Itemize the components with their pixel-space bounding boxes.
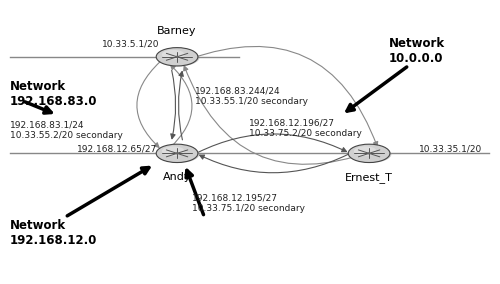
Circle shape [175,152,179,154]
Circle shape [367,152,371,154]
Ellipse shape [348,144,390,162]
Circle shape [175,56,179,58]
Text: 10.33.5.1/20: 10.33.5.1/20 [102,39,160,49]
Text: 192.168.12.195/27
10.33.75.1/20 secondary: 192.168.12.195/27 10.33.75.1/20 secondar… [192,193,305,213]
Ellipse shape [156,144,198,162]
Ellipse shape [350,146,392,163]
Text: Barney: Barney [158,26,197,36]
Text: Network
192.168.83.0: Network 192.168.83.0 [10,80,98,108]
Ellipse shape [354,146,376,156]
Ellipse shape [158,49,200,66]
Text: 10.33.35.1/20: 10.33.35.1/20 [419,145,482,154]
Text: Network
10.0.0.0: Network 10.0.0.0 [389,37,445,65]
Ellipse shape [162,50,184,60]
Text: 192.168.12.65/27: 192.168.12.65/27 [78,145,158,154]
Text: 192.168.83.1/24
10.33.55.2/20 secondary: 192.168.83.1/24 10.33.55.2/20 secondary [10,121,123,140]
Ellipse shape [158,146,200,163]
Ellipse shape [156,48,198,66]
Text: Andy: Andy [163,172,192,182]
Text: Ernest_T: Ernest_T [345,172,393,183]
Text: 192.168.83.244/24
10.33.55.1/20 secondary: 192.168.83.244/24 10.33.55.1/20 secondar… [194,87,308,106]
Text: 192.168.12.196/27
10.33.75.2/20 secondary: 192.168.12.196/27 10.33.75.2/20 secondar… [250,118,362,137]
Text: Network
192.168.12.0: Network 192.168.12.0 [10,219,98,247]
Ellipse shape [162,146,184,156]
